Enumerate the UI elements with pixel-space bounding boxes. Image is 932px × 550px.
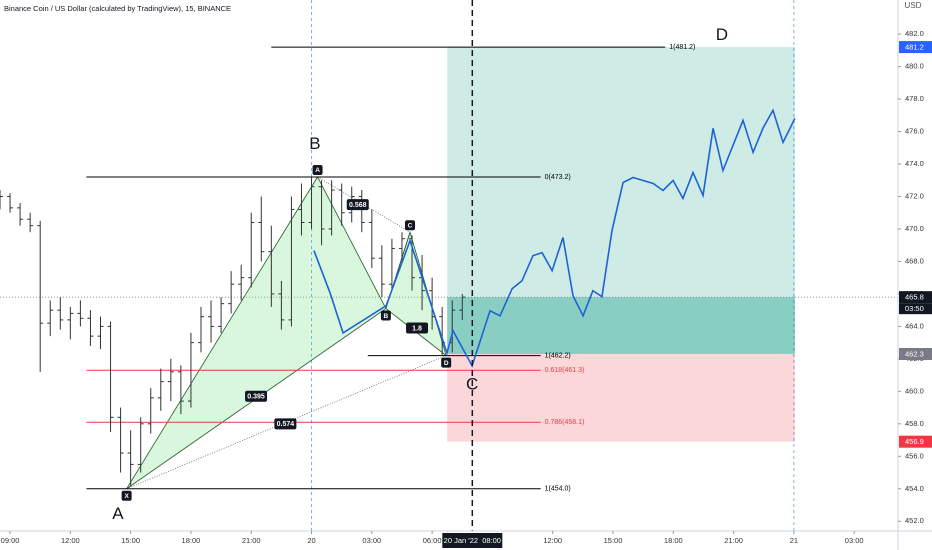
- y-tick-label: 476.0: [905, 127, 924, 136]
- cursor-tag-bg: [442, 533, 503, 548]
- x-tick-label: 18:00: [664, 536, 683, 545]
- y-tick-label: 464.0: [905, 321, 924, 330]
- x-tick-label: 06:00: [423, 536, 442, 545]
- point-label: B: [384, 313, 389, 320]
- y-tick-label: 478.0: [905, 94, 924, 103]
- ratio-label-bg: [346, 199, 369, 211]
- y-tick-label: 470.0: [905, 224, 924, 233]
- y-tick-label: 458.0: [905, 419, 924, 428]
- point-label: C: [408, 222, 413, 229]
- point-label: D: [444, 360, 449, 367]
- wave-letter: D: [716, 25, 728, 44]
- point-label-bg: [405, 220, 416, 231]
- target-tag: 481.2: [905, 43, 924, 52]
- fib-label: 0.618(461.3): [545, 367, 585, 374]
- stop-tag-bg: [899, 435, 932, 448]
- x-tick-label: 15:00: [121, 536, 140, 545]
- y-tick-label: 472.0: [905, 191, 924, 200]
- ratio-label: 0.568: [349, 202, 367, 209]
- plot: 1(481.2) 0(473.2) 1(462.2) 0.618(461.3) 0.78…: [0, 0, 898, 531]
- target-tag-bg: [899, 41, 932, 54]
- point-label-bg: [312, 165, 323, 175]
- y-tick-label: 480.0: [905, 62, 924, 71]
- wave-letter: B: [309, 134, 320, 153]
- fib-label: 1(454.0): [545, 486, 571, 493]
- y-tick-label: 460.0: [905, 386, 924, 395]
- x-tick-label: 03:00: [362, 536, 381, 545]
- entry-tag-bg: [899, 348, 932, 360]
- stop-zone: [447, 354, 795, 442]
- cursor-tag: 20 Jan '22 08:00: [444, 536, 501, 545]
- x-tick-label: 18:00: [182, 536, 201, 545]
- x-tick-label: 09:00: [1, 536, 20, 545]
- profit-zone: [447, 297, 795, 354]
- y-tick-label: 474.0: [905, 159, 924, 168]
- fib-label: 0(473.2): [545, 174, 571, 181]
- x-tick-label: 21:00: [242, 536, 261, 545]
- ratio-label-bg: [245, 390, 268, 402]
- point-label: X: [124, 493, 129, 500]
- ratio-label-bg: [274, 418, 297, 430]
- y-tick-label: 468.0: [905, 256, 924, 265]
- ratio-label-bg: [406, 322, 429, 334]
- stop-tag: 456.9: [905, 437, 924, 446]
- x-tick-label: 20: [307, 536, 315, 545]
- fib-label: 1(462.2): [545, 352, 571, 359]
- x-tick-label: 03:00: [845, 536, 864, 545]
- point-label: A: [315, 167, 320, 174]
- y-tick-label: 452.0: [905, 516, 924, 525]
- pattern-ratio-line: [317, 176, 411, 233]
- wave-letter: A: [112, 504, 124, 523]
- fib-label: 1(481.2): [669, 44, 695, 51]
- chart-title: Binance Coin / US Dollar (calculated by …: [4, 4, 231, 13]
- countdown-bg: [899, 303, 932, 315]
- ratio-label: 1.8: [412, 325, 422, 332]
- point-label-bg: [380, 310, 391, 321]
- x-tick-label: 12:00: [61, 536, 80, 545]
- point-label-bg: [121, 490, 132, 501]
- x-tick-label: 21: [790, 536, 798, 545]
- current-tag: 465.8: [905, 293, 924, 302]
- x-tick-label: 15:00: [604, 536, 623, 545]
- ratio-label: 0.395: [247, 394, 265, 401]
- x-tick-label: 21:00: [724, 536, 743, 545]
- entry-tag: 462.3: [905, 349, 924, 358]
- y-tick-label: 482.0: [905, 29, 924, 38]
- y-tick-label: 454.0: [905, 484, 924, 493]
- projection-line: [313, 108, 796, 368]
- fib-label: 0.786(458.1): [545, 419, 585, 426]
- y-tick-label: 456.0: [905, 451, 924, 460]
- ratio-label: 0.574: [277, 421, 295, 428]
- point-label-bg: [441, 357, 452, 368]
- current-tag-bg: [899, 291, 932, 304]
- countdown: 03:50: [905, 304, 924, 313]
- x-tick-label: 12:00: [543, 536, 562, 545]
- currency: USD: [905, 1, 922, 10]
